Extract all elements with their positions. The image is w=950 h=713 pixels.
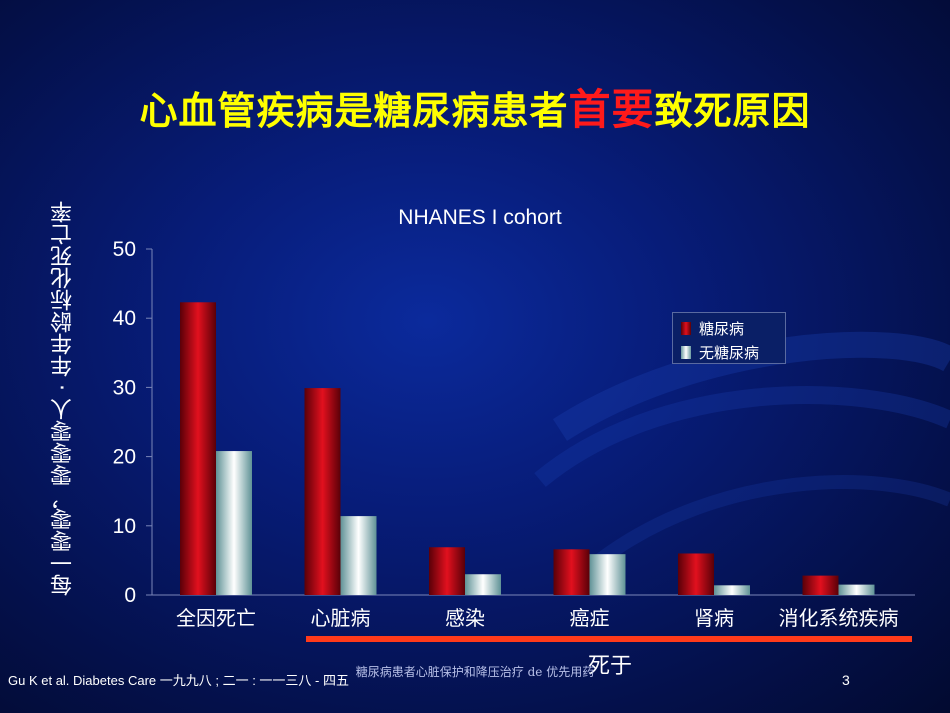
x-category-label: 癌症 <box>570 606 610 630</box>
legend-item-diabetes: 糖尿病 <box>673 316 785 340</box>
bar-no-diabetes <box>465 574 501 595</box>
y-tick-label: 30 <box>113 376 136 399</box>
legend-label-diabetes: 糖尿病 <box>699 319 745 338</box>
slide-title: 心血管疾病是糖尿病患者首要致死原因 <box>139 85 811 134</box>
bar-diabetes <box>429 547 465 595</box>
x-category-label: 心脏病 <box>311 606 371 630</box>
footer-source: 糖尿病患者心脏保护和降压治疗 de 优先用药 <box>355 665 595 679</box>
page-number: 3 <box>842 672 850 688</box>
title-highlight: 首要 <box>568 85 655 134</box>
legend-item-no-diabetes: 无糖尿病 <box>673 340 785 364</box>
bar-diabetes <box>180 302 216 595</box>
bar-diabetes <box>304 388 341 595</box>
legend-swatch-diabetes <box>681 321 691 335</box>
bar-no-diabetes <box>216 451 252 595</box>
y-tick-label: 20 <box>113 446 136 469</box>
y-tick-label: 10 <box>113 515 136 538</box>
bar-no-diabetes <box>714 585 750 595</box>
death-caption: 死于 <box>588 654 633 679</box>
death-cause-bracket-line <box>306 636 912 642</box>
bar-no-diabetes <box>340 516 377 595</box>
y-tick-label: 0 <box>124 584 136 607</box>
bar-diabetes <box>678 553 714 595</box>
x-category-label: 感染 <box>445 606 485 630</box>
legend-swatch-no-diabetes <box>681 345 691 359</box>
citation: Gu K et al. Diabetes Care 一九九八 ; 二一 : 一一… <box>8 673 349 688</box>
chart-title: NHANES I cohort <box>398 206 562 229</box>
bar-no-diabetes <box>838 584 875 595</box>
x-category-label: 消化系统疾病 <box>779 606 899 630</box>
legend-label-no-diabetes: 无糖尿病 <box>699 343 760 362</box>
y-tick-label: 50 <box>113 238 136 261</box>
x-category-label: 肾病 <box>694 606 734 630</box>
bar-diabetes <box>802 575 839 595</box>
bar-diabetes <box>553 549 590 595</box>
y-tick-label: 40 <box>113 307 136 330</box>
chart-legend: 糖尿病 无糖尿病 <box>672 312 786 364</box>
bar-no-diabetes <box>589 554 626 595</box>
x-category-label: 全因死亡 <box>176 606 256 630</box>
